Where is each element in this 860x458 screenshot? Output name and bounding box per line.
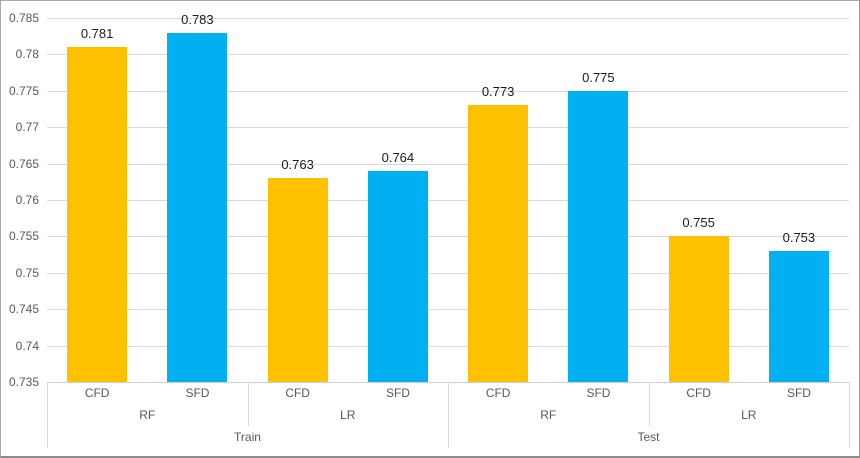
y-axis-tick-label: 0.765 [8, 156, 39, 171]
axis-subgroup-divider [247, 382, 249, 426]
bar-data-label: 0.775 [582, 69, 615, 85]
axis-subgroup-divider [648, 382, 650, 426]
bar-test-rf-cfd [468, 105, 529, 382]
y-axis-tick-label: 0.785 [8, 11, 39, 25]
gridline [47, 236, 849, 238]
x-axis-supergroup-label: Test [637, 430, 660, 444]
x-axis-category-label: SFD [385, 386, 410, 400]
x-axis-group-label: LR [340, 408, 356, 422]
y-axis-tick-label: 0.77 [15, 120, 39, 135]
y-axis-tick-label: 0.75 [15, 265, 39, 280]
gridline [47, 309, 849, 311]
x-axis-group-label: RF [540, 408, 557, 422]
x-axis-category-label: SFD [185, 386, 210, 400]
gridline [47, 200, 849, 201]
axis-group-divider [448, 382, 449, 448]
x-axis-category-label: SFD [586, 386, 611, 400]
gridline [47, 163, 849, 165]
y-axis-tick-label: 0.78 [15, 47, 39, 62]
y-axis-tick-label: 0.755 [8, 229, 39, 244]
gridline [47, 345, 849, 347]
gridline [47, 127, 849, 129]
x-axis-category-label: CFD [285, 386, 310, 400]
bar-data-label: 0.763 [281, 157, 314, 173]
x-axis-group-label: RF [139, 408, 156, 422]
bar-data-label: 0.753 [782, 230, 816, 245]
y-axis-tick-label: 0.775 [8, 83, 39, 98]
y-axis-tick-label: 0.74 [15, 338, 39, 353]
bar-train-rf-sfd [167, 32, 228, 382]
y-axis-tick-label: 0.745 [8, 302, 39, 317]
bar-data-label: 0.783 [181, 11, 214, 27]
axis-group-divider [47, 382, 48, 448]
y-axis-tick-label: 0.735 [8, 375, 39, 389]
bar-test-rf-sfd [568, 90, 629, 382]
axis-group-divider [849, 382, 850, 448]
gridline [47, 18, 849, 19]
gridline [47, 272, 849, 274]
bar-test-lr-cfd [668, 236, 729, 382]
x-axis-group-label: LR [741, 408, 757, 422]
bar-data-label: 0.755 [682, 215, 715, 231]
gridline [47, 54, 849, 56]
y-axis-tick-label: 0.76 [15, 193, 39, 207]
bar-data-label: 0.773 [481, 84, 515, 100]
bar-test-lr-sfd [768, 251, 829, 382]
x-axis-category-label: CFD [84, 386, 110, 400]
x-axis-supergroup-label: Train [234, 430, 261, 444]
x-axis-category-label: CFD [686, 386, 711, 400]
bar-data-label: 0.781 [80, 26, 114, 42]
x-axis-category-label: SFD [786, 386, 811, 400]
x-axis-category-label: CFD [485, 386, 511, 400]
gridline [47, 90, 849, 92]
bar-train-lr-sfd [367, 170, 428, 382]
bar-data-label: 0.764 [381, 149, 415, 165]
bar-train-lr-cfd [267, 178, 328, 382]
bar-train-rf-cfd [67, 47, 128, 382]
